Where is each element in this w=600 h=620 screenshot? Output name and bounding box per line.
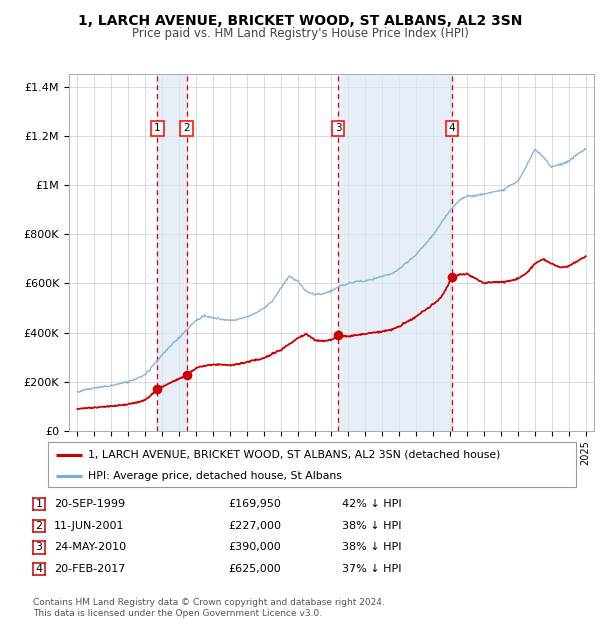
Text: 37% ↓ HPI: 37% ↓ HPI [342, 564, 401, 574]
Text: 4: 4 [35, 564, 43, 574]
Text: £169,950: £169,950 [228, 499, 281, 509]
Text: 20-SEP-1999: 20-SEP-1999 [54, 499, 125, 509]
Text: 1, LARCH AVENUE, BRICKET WOOD, ST ALBANS, AL2 3SN (detached house): 1, LARCH AVENUE, BRICKET WOOD, ST ALBANS… [88, 450, 500, 459]
Bar [157, 74, 187, 431]
Text: 11-JUN-2001: 11-JUN-2001 [54, 521, 125, 531]
Text: £227,000: £227,000 [228, 521, 281, 531]
Text: 20-FEB-2017: 20-FEB-2017 [54, 564, 125, 574]
Text: 2: 2 [183, 123, 190, 133]
Text: 1: 1 [154, 123, 161, 133]
Text: 2: 2 [35, 521, 43, 531]
Text: Contains HM Land Registry data © Crown copyright and database right 2024.
This d: Contains HM Land Registry data © Crown c… [33, 598, 385, 618]
Text: £390,000: £390,000 [228, 542, 281, 552]
Text: 38% ↓ HPI: 38% ↓ HPI [342, 521, 401, 531]
Text: 3: 3 [35, 542, 43, 552]
Text: 1, LARCH AVENUE, BRICKET WOOD, ST ALBANS, AL2 3SN: 1, LARCH AVENUE, BRICKET WOOD, ST ALBANS… [78, 14, 522, 28]
Text: Price paid vs. HM Land Registry's House Price Index (HPI): Price paid vs. HM Land Registry's House … [131, 27, 469, 40]
Text: £625,000: £625,000 [228, 564, 281, 574]
Text: 24-MAY-2010: 24-MAY-2010 [54, 542, 126, 552]
Text: 42% ↓ HPI: 42% ↓ HPI [342, 499, 401, 509]
Text: 38% ↓ HPI: 38% ↓ HPI [342, 542, 401, 552]
Text: 4: 4 [449, 123, 455, 133]
Text: 1: 1 [35, 499, 43, 509]
Bar [338, 74, 452, 431]
Text: HPI: Average price, detached house, St Albans: HPI: Average price, detached house, St A… [88, 471, 341, 481]
Text: 3: 3 [335, 123, 341, 133]
